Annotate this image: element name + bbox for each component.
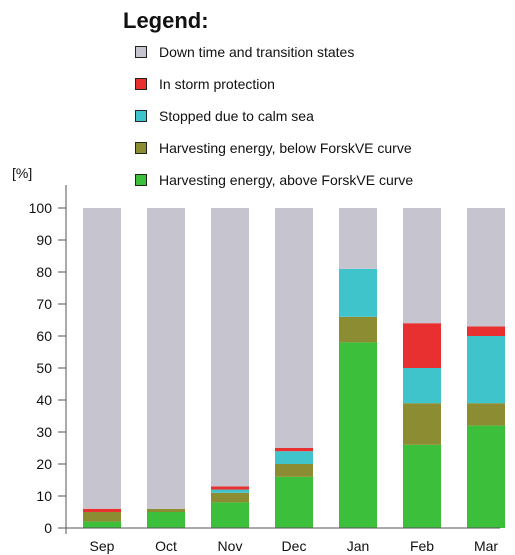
bar-sep-segment-1 bbox=[83, 512, 121, 522]
y-tick-label-80: 80 bbox=[36, 264, 52, 280]
legend-label-below: Harvesting energy, below ForskVE curve bbox=[159, 140, 412, 156]
y-axis-label: [%] bbox=[12, 165, 33, 181]
y-tick-label-90: 90 bbox=[36, 232, 52, 248]
legend-swatch-calm bbox=[135, 110, 147, 122]
legend-item-below: Harvesting energy, below ForskVE curve bbox=[135, 138, 412, 158]
bar-jan-segment-4 bbox=[339, 208, 377, 269]
bar-jan-segment-1 bbox=[339, 316, 377, 343]
bar-mar-segment-3 bbox=[467, 326, 505, 336]
x-tick-label-oct: Oct bbox=[155, 538, 177, 554]
bar-dec-segment-3 bbox=[275, 448, 313, 452]
legend-item-storm: In storm protection bbox=[135, 74, 275, 94]
bar-mar-segment-2 bbox=[467, 336, 505, 404]
x-tick-label-nov: Nov bbox=[218, 538, 243, 554]
y-tick-label-60: 60 bbox=[36, 328, 52, 344]
legend-item-above: Harvesting energy, above ForskVE curve bbox=[135, 170, 413, 190]
legend-swatch-above bbox=[135, 174, 147, 186]
bar-nov-segment-4 bbox=[211, 208, 249, 487]
legend-label-above: Harvesting energy, above ForskVE curve bbox=[159, 172, 414, 188]
legend-swatch-storm bbox=[135, 78, 147, 90]
x-tick-label-feb: Feb bbox=[410, 538, 434, 554]
bar-mar-segment-0 bbox=[467, 425, 505, 528]
bar-feb-segment-3 bbox=[403, 323, 441, 368]
legend-label-downtime: Down time and transition states bbox=[159, 44, 355, 60]
legend-label-storm: In storm protection bbox=[159, 76, 275, 92]
bar-feb-segment-2 bbox=[403, 368, 441, 404]
y-tick-label-100: 100 bbox=[29, 200, 53, 216]
bar-sep-segment-0 bbox=[83, 521, 121, 528]
bar-feb-segment-4 bbox=[403, 208, 441, 324]
bar-nov-segment-1 bbox=[211, 492, 249, 503]
y-tick-label-30: 30 bbox=[36, 424, 52, 440]
x-tick-label-dec: Dec bbox=[282, 538, 307, 554]
y-tick-label-0: 0 bbox=[44, 520, 52, 536]
legend-label-calm: Stopped due to calm sea bbox=[159, 108, 314, 124]
bar-oct-segment-4 bbox=[147, 208, 185, 509]
bar-feb-segment-0 bbox=[403, 444, 441, 528]
bar-feb-segment-1 bbox=[403, 403, 441, 445]
legend-title: Legend: bbox=[123, 8, 209, 33]
y-tick-label-20: 20 bbox=[36, 456, 52, 472]
bar-mar-segment-4 bbox=[467, 208, 505, 327]
legend-swatch-below bbox=[135, 142, 147, 154]
x-tick-label-jan: Jan bbox=[347, 538, 370, 554]
bar-oct-segment-1 bbox=[147, 508, 185, 512]
bar-sep-segment-3 bbox=[83, 508, 121, 512]
y-tick-label-10: 10 bbox=[36, 488, 52, 504]
legend-swatch-downtime bbox=[135, 46, 147, 58]
bar-dec-segment-0 bbox=[275, 476, 313, 528]
legend-item-downtime: Down time and transition states bbox=[135, 42, 354, 62]
bar-jan-segment-0 bbox=[339, 342, 377, 528]
bar-nov-segment-3 bbox=[211, 486, 249, 490]
bar-dec-segment-2 bbox=[275, 451, 313, 464]
bar-sep-segment-4 bbox=[83, 208, 121, 509]
y-tick-label-70: 70 bbox=[36, 296, 52, 312]
bar-mar-segment-1 bbox=[467, 403, 505, 426]
bar-nov-segment-2 bbox=[211, 489, 249, 493]
bar-dec-segment-1 bbox=[275, 464, 313, 477]
legend-item-calm: Stopped due to calm sea bbox=[135, 106, 314, 126]
y-tick-label-40: 40 bbox=[36, 392, 52, 408]
x-tick-label-sep: Sep bbox=[90, 538, 115, 554]
y-tick-label-50: 50 bbox=[36, 360, 52, 376]
bar-nov-segment-0 bbox=[211, 502, 249, 528]
bar-dec-segment-4 bbox=[275, 208, 313, 448]
x-tick-label-mar: Mar bbox=[474, 538, 498, 554]
bar-jan-segment-2 bbox=[339, 268, 377, 317]
bar-oct-segment-0 bbox=[147, 512, 185, 528]
